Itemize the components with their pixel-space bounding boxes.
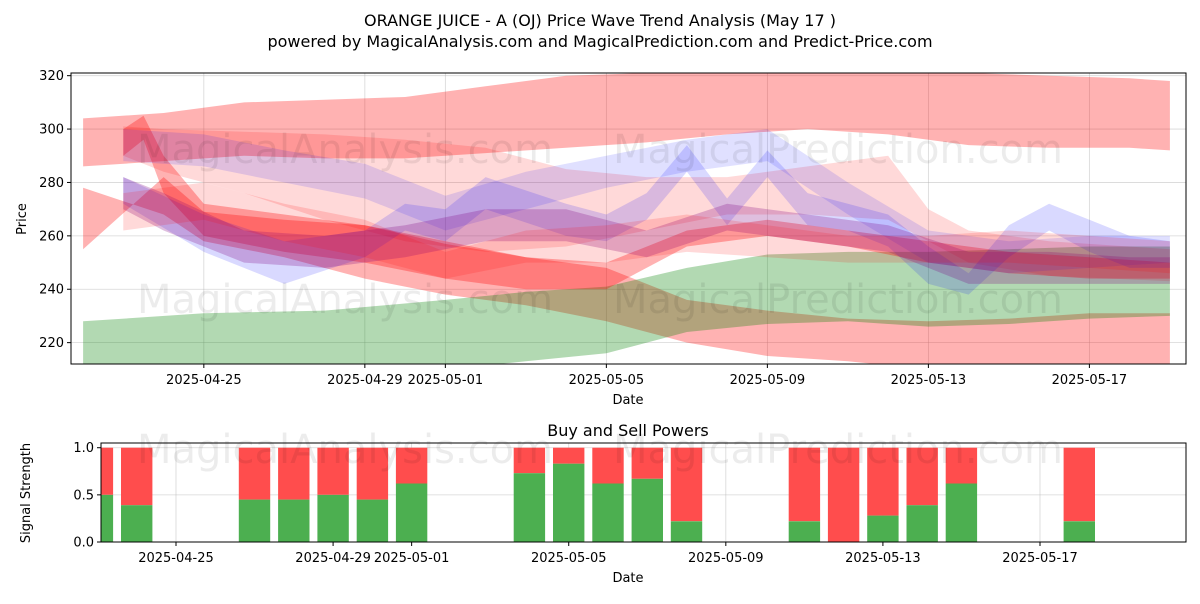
- price-ytick-label: 320: [39, 69, 64, 84]
- sell-power-bar: [827, 447, 860, 542]
- watermark-top-1: MagicalAnalysis.com: [137, 127, 553, 173]
- sell-power-bar: [945, 447, 978, 484]
- power-xtick-label: 2025-05-01: [374, 551, 450, 566]
- sell-power-bar: [670, 447, 703, 522]
- sell-power-bar: [553, 447, 585, 464]
- sell-power-bar: [317, 447, 349, 495]
- watermark-mid-2: MagicalPrediction.com: [613, 277, 1063, 323]
- buy-power-bar: [278, 499, 310, 542]
- sell-power-bar: [906, 447, 938, 506]
- buy-power-bar: [513, 473, 546, 542]
- buy-power-bar: [906, 505, 938, 542]
- power-ylabel: Signal Strength: [19, 443, 34, 543]
- sell-power-bar: [513, 447, 546, 474]
- price-wave-band-7: [123, 177, 1170, 284]
- price-wave-band-0: [83, 73, 1170, 167]
- price-wave-band-5: [123, 129, 1170, 274]
- price-grid: [71, 73, 1186, 364]
- price-ylabel: Price: [15, 203, 30, 235]
- price-xlabel: Date: [612, 393, 643, 408]
- power-ytick-label: 0.0: [73, 536, 94, 551]
- power-xtick-label: 2025-05-13: [845, 551, 921, 566]
- buy-power-bar: [238, 499, 271, 542]
- price-wave-band-1: [83, 177, 1170, 364]
- buy-power-bar: [553, 463, 585, 542]
- price-plot-frame: [70, 72, 1187, 365]
- power-xlabel: Date: [612, 571, 643, 586]
- power-title: Buy and Sell Powers: [547, 421, 709, 440]
- sell-power-bar: [788, 447, 821, 522]
- watermark-bottom-2: MagicalPrediction.com: [613, 427, 1063, 473]
- buy-power-bar: [945, 483, 978, 542]
- price-ytick-label: 220: [39, 336, 64, 351]
- sell-power-bar: [867, 447, 899, 516]
- power-xtick-label: 2025-05-17: [1002, 551, 1078, 566]
- power-ytick-label: 0.5: [73, 488, 94, 503]
- buy-power-bar: [101, 494, 114, 542]
- sell-power-bar: [592, 447, 624, 484]
- price-chart: MagicalAnalysis.com MagicalPrediction.co…: [15, 69, 1187, 408]
- sell-power-bar: [278, 447, 310, 500]
- power-ytick-label: 1.0: [73, 441, 94, 456]
- price-xtick-label: 2025-04-29: [327, 373, 403, 388]
- watermark-top-2: MagicalPrediction.com: [613, 127, 1063, 173]
- watermark-bottom-1: MagicalAnalysis.com: [137, 427, 553, 473]
- buy-power-bar: [395, 483, 428, 542]
- buy-power-bar: [317, 494, 349, 542]
- sell-power-bar: [395, 447, 428, 484]
- sell-power-bar: [101, 447, 114, 495]
- buy-power-bar: [788, 521, 821, 542]
- power-bars: [101, 447, 1095, 542]
- sell-power-bar: [121, 447, 153, 506]
- price-ytick-label: 260: [39, 229, 64, 244]
- price-bands: [83, 73, 1170, 364]
- power-plot-frame: [100, 442, 1187, 543]
- price-xtick-label: 2025-05-13: [891, 373, 967, 388]
- price-wave-band-3: [123, 126, 1170, 282]
- buy-power-bar: [867, 515, 899, 542]
- price-xtick-label: 2025-05-09: [730, 373, 806, 388]
- price-xtick-label: 2025-04-25: [166, 373, 242, 388]
- sell-power-bar: [1063, 447, 1095, 522]
- power-axis-ticks: 0.0 0.5 1.0 2025-04-25 2025-04-29 2025-05-01 2…: [73, 441, 1077, 566]
- price-wave-band-2: [83, 246, 1170, 364]
- buy-power-bar: [670, 521, 703, 542]
- price-axis-ticks: 220 240 260 280 300 320 2025-04-25 2025-04-29 20…: [39, 69, 1127, 388]
- watermark-mid-1: MagicalAnalysis.com: [137, 277, 553, 323]
- buy-power-bar: [121, 505, 153, 542]
- buy-power-bar: [592, 483, 624, 542]
- power-xtick-label: 2025-05-09: [688, 551, 764, 566]
- power-xtick-label: 2025-05-05: [531, 551, 607, 566]
- price-xtick-label: 2025-05-05: [569, 373, 645, 388]
- buy-power-bar: [1063, 521, 1095, 542]
- price-wave-band-8: [123, 182, 1170, 279]
- price-ytick-label: 240: [39, 283, 64, 298]
- price-wave-band-6: [123, 145, 1170, 295]
- buy-power-bar: [356, 499, 389, 542]
- buy-power-bar: [631, 478, 663, 542]
- price-xtick-label: 2025-05-17: [1052, 373, 1128, 388]
- chart-title: ORANGE JUICE - A (OJ) Price Wave Trend A…: [364, 11, 836, 30]
- sell-power-bar: [631, 447, 663, 479]
- sell-power-bar: [238, 447, 271, 500]
- price-xtick-label: 2025-05-01: [408, 373, 484, 388]
- power-chart: Buy and Sell Powers MagicalAnalysis.com …: [19, 421, 1187, 586]
- power-xtick-label: 2025-04-25: [138, 551, 214, 566]
- power-xtick-label: 2025-04-29: [295, 551, 371, 566]
- price-ytick-label: 280: [39, 176, 64, 191]
- chart-subtitle: powered by MagicalAnalysis.com and Magic…: [267, 32, 932, 51]
- price-wave-band-4: [123, 115, 1170, 290]
- price-ytick-label: 300: [39, 123, 64, 138]
- sell-power-bar: [356, 447, 389, 500]
